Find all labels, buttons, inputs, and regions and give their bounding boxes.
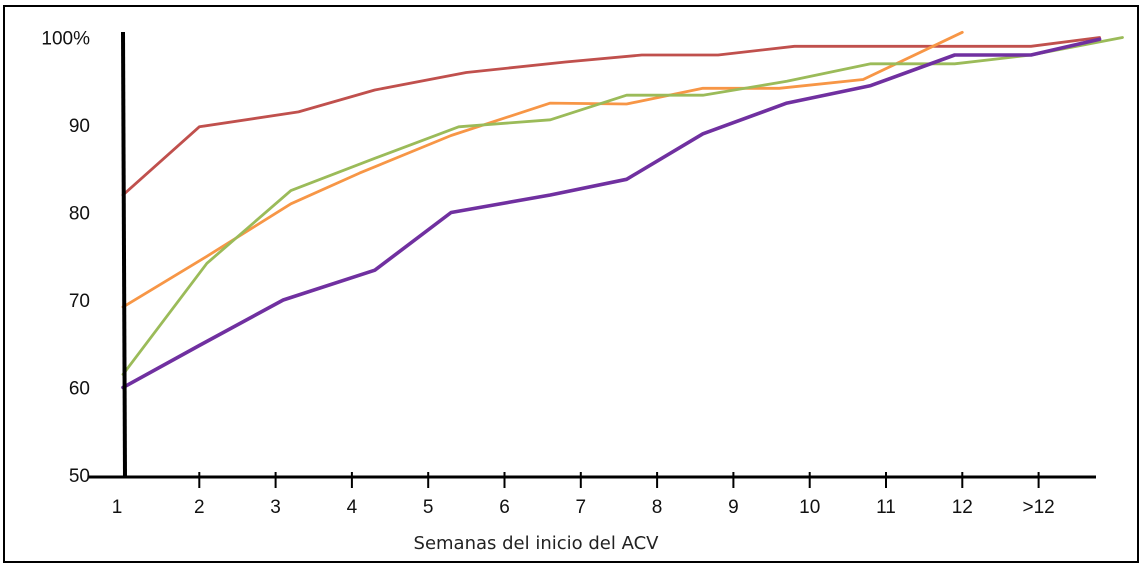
- y-tick-label: 80: [69, 204, 90, 225]
- x-axis-title: Semanas del inicio del ACV: [414, 533, 660, 554]
- series-layer: [121, 30, 1124, 390]
- series-line: [121, 36, 1101, 197]
- x-tick-label: >12: [1022, 497, 1054, 518]
- y-tick-label: 90: [69, 116, 90, 137]
- x-tick-layer: 1 2 3 4 5 6 7 8 9 10 11 12 >12: [112, 472, 1055, 518]
- y-tick-layer: 50 60 70 80 90 100%: [41, 29, 90, 488]
- x-tick-label: 1: [112, 497, 123, 518]
- x-tick-label: 3: [270, 497, 281, 518]
- y-tick-label: 100%: [41, 29, 90, 50]
- x-tick-label: 4: [347, 497, 358, 518]
- x-tick-label: 9: [728, 497, 739, 518]
- y-tick-label: 70: [69, 291, 90, 312]
- x-tick-label: 12: [952, 497, 973, 518]
- x-tick-label: 8: [652, 497, 663, 518]
- x-tick-label: 5: [423, 497, 434, 518]
- y-axis-line: [121, 31, 127, 479]
- series-line: [121, 30, 964, 309]
- x-tick-label: 10: [799, 497, 820, 518]
- x-tick-label: 6: [499, 497, 510, 518]
- series-line: [121, 36, 1124, 376]
- x-tick-label: 7: [576, 497, 587, 518]
- series-line: [121, 37, 1102, 390]
- y-tick-label: 50: [69, 466, 90, 487]
- y-tick-label: 60: [69, 379, 90, 400]
- x-tick-label: 11: [876, 497, 896, 518]
- x-tick-label: 2: [194, 497, 205, 518]
